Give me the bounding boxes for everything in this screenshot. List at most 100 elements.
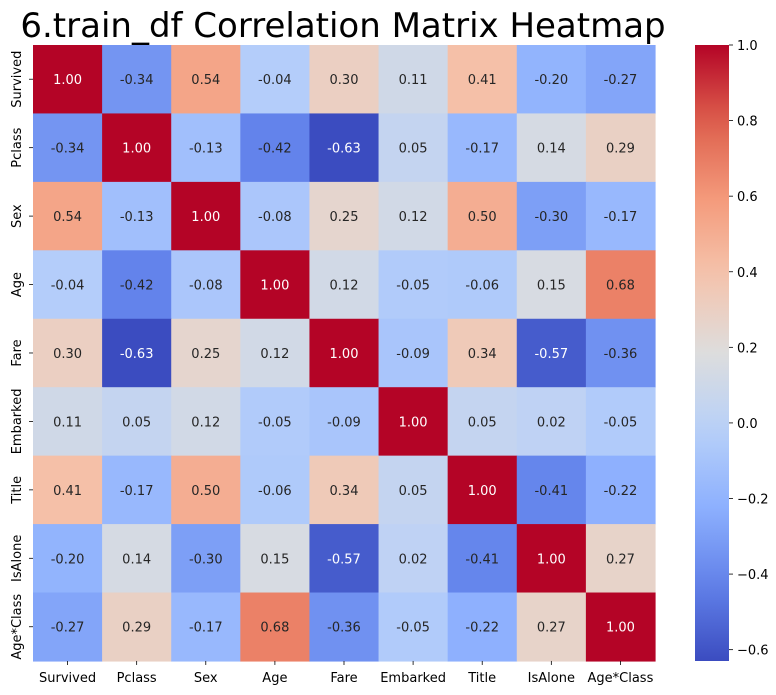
cell-value-label: 0.50 bbox=[191, 484, 220, 499]
heatmap-cell bbox=[33, 45, 103, 115]
heatmap-cell bbox=[378, 387, 449, 457]
cell-value-label: -0.05 bbox=[604, 415, 638, 430]
x-tick-label: Survived bbox=[39, 671, 96, 686]
heatmap-cell bbox=[171, 387, 241, 457]
heatmap-cell bbox=[447, 250, 518, 320]
cell-value-label: -0.57 bbox=[327, 552, 361, 567]
cell-value-label: 0.25 bbox=[191, 347, 220, 362]
heatmap-cell bbox=[240, 181, 311, 251]
cell-value-label: -0.08 bbox=[258, 210, 292, 225]
cell-value-label: 0.29 bbox=[606, 142, 635, 157]
y-tick-label: Age*Class bbox=[10, 594, 25, 660]
x-tick-label: Sex bbox=[194, 671, 218, 686]
cell-value-label: 1.00 bbox=[606, 621, 635, 636]
cell-value-label: 0.30 bbox=[330, 73, 359, 88]
heatmap-cell bbox=[309, 592, 380, 662]
heatmap-cell bbox=[309, 250, 380, 320]
heatmap-cell bbox=[309, 181, 380, 251]
cell-value-label: 0.54 bbox=[191, 73, 220, 88]
cell-value-label: -0.17 bbox=[189, 621, 223, 636]
heatmap-cell bbox=[447, 318, 518, 388]
heatmap-cell bbox=[33, 455, 103, 525]
cell-value-label: 0.27 bbox=[606, 552, 635, 567]
cell-value-label: -0.05 bbox=[396, 279, 430, 294]
x-tick-label: Pclass bbox=[117, 671, 157, 686]
heatmap-cell bbox=[102, 181, 172, 251]
colorbar-tick-label: 1.0 bbox=[737, 39, 758, 54]
cell-value-label: 0.41 bbox=[53, 484, 82, 499]
heatmap-cell bbox=[171, 113, 241, 183]
cell-value-label: -0.34 bbox=[51, 142, 85, 157]
cell-value-label: 1.00 bbox=[191, 210, 220, 225]
heatmap-cell bbox=[585, 318, 656, 388]
cell-value-label: 0.12 bbox=[399, 210, 428, 225]
colorbar-tick-label: 0.8 bbox=[737, 115, 758, 130]
cell-value-label: 1.00 bbox=[399, 415, 428, 430]
cell-value-label: -0.41 bbox=[465, 552, 499, 567]
x-tick-label: Embarked bbox=[380, 671, 446, 686]
heatmap-cell bbox=[171, 318, 241, 388]
colorbar-tick-label: −0.2 bbox=[737, 493, 769, 508]
cell-value-label: -0.36 bbox=[604, 347, 638, 362]
cell-value-label: -0.63 bbox=[327, 142, 361, 157]
heatmap-cell bbox=[378, 592, 449, 662]
cell-value-label: -0.04 bbox=[51, 279, 85, 294]
x-axis-ticks: Survived Pclass Sex Age Fare Embarked Title IsA… bbox=[39, 660, 654, 686]
cell-value-label: 0.14 bbox=[537, 142, 566, 157]
heatmap-cell bbox=[585, 45, 656, 115]
cell-value-label: 0.12 bbox=[260, 347, 289, 362]
heatmap-cell bbox=[240, 524, 311, 594]
heatmap-cell bbox=[171, 455, 241, 525]
heatmap-cell bbox=[516, 455, 587, 525]
cell-value-label: -0.20 bbox=[534, 73, 568, 88]
cell-value-label: -0.13 bbox=[189, 142, 223, 157]
heatmap-cell bbox=[102, 592, 172, 662]
heatmap-cell bbox=[33, 181, 103, 251]
cell-value-label: -0.30 bbox=[534, 210, 568, 225]
cell-value-label: -0.05 bbox=[258, 415, 292, 430]
cell-value-label: 0.11 bbox=[53, 415, 82, 430]
colorbar-tick-label: 0.4 bbox=[737, 266, 758, 281]
cell-value-label: 0.05 bbox=[399, 142, 428, 157]
chart-title: 6.train_df Correlation Matrix Heatmap bbox=[20, 6, 665, 46]
cell-value-label: 0.15 bbox=[537, 279, 566, 294]
cell-value-label: -0.09 bbox=[327, 415, 361, 430]
heatmap-cell bbox=[378, 524, 449, 594]
heatmap-cell bbox=[102, 387, 172, 457]
cell-value-label: -0.09 bbox=[396, 347, 430, 362]
x-tick-label: Age bbox=[262, 671, 287, 686]
heatmap-cell bbox=[33, 250, 103, 320]
heatmap-cell bbox=[33, 524, 103, 594]
cell-value-label: 1.00 bbox=[537, 552, 566, 567]
cell-value-label: 0.12 bbox=[330, 279, 359, 294]
colorbar-tick-label: 0.6 bbox=[737, 190, 758, 205]
y-tick-label: Sex bbox=[10, 204, 25, 228]
cell-value-label: -0.13 bbox=[120, 210, 154, 225]
cell-value-label: -0.63 bbox=[120, 347, 154, 362]
cell-value-label: -0.57 bbox=[534, 347, 568, 362]
colorbar: −0.6 −0.4 −0.2 0.0 0.2 0.4 0.6 0.8 1.0 bbox=[695, 39, 769, 661]
heatmap-cell bbox=[585, 524, 656, 594]
x-tick-label: Fare bbox=[330, 671, 357, 686]
cell-value-label: -0.22 bbox=[604, 484, 638, 499]
cell-value-label: 0.41 bbox=[468, 73, 497, 88]
heatmap-cell bbox=[171, 45, 241, 115]
cell-value-label: -0.08 bbox=[189, 279, 223, 294]
heatmap-cell bbox=[516, 45, 587, 115]
heatmap-cell bbox=[33, 387, 103, 457]
cell-value-label: 1.00 bbox=[260, 279, 289, 294]
heatmap-cell bbox=[378, 250, 449, 320]
cell-value-label: 0.30 bbox=[53, 347, 82, 362]
cell-value-label: 0.34 bbox=[468, 347, 497, 362]
colorbar-tick-label: −0.6 bbox=[737, 644, 769, 659]
cell-value-label: -0.17 bbox=[465, 142, 499, 157]
cell-value-label: 0.54 bbox=[53, 210, 82, 225]
heatmap-cells: 1.00 -0.34 0.54 -0.04 0.30 0.11 0.41 -0.20 -0.27… bbox=[33, 45, 656, 662]
cell-value-label: 0.12 bbox=[191, 415, 220, 430]
y-tick-label: Embarked bbox=[10, 389, 25, 455]
colorbar-gradient bbox=[695, 45, 729, 661]
heatmap-cell bbox=[585, 455, 656, 525]
cell-value-label: -0.27 bbox=[51, 621, 85, 636]
heatmap-cell bbox=[102, 524, 172, 594]
cell-value-label: -0.04 bbox=[258, 73, 292, 88]
